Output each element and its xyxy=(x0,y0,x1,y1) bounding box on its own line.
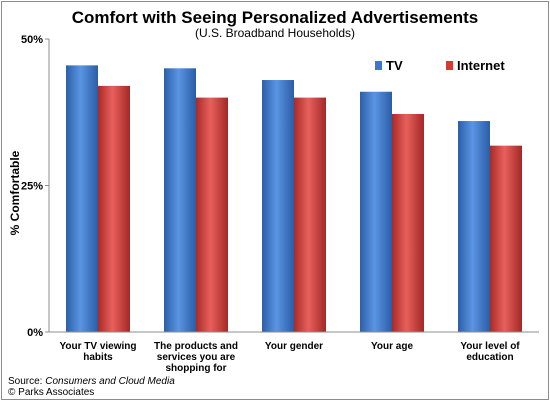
source-title: Consumers and Cloud Media xyxy=(45,376,175,387)
y-axis-ticks: 0% 25% 50% xyxy=(21,34,49,339)
chart-subtitle: (U.S. Broadband Households) xyxy=(195,26,355,40)
x-category-label: Your age xyxy=(371,341,413,352)
x-category-line: Your gender xyxy=(265,341,323,352)
x-category-line: Your level of xyxy=(460,341,520,352)
x-category-line: The products and xyxy=(154,341,238,352)
x-category-label: The products and services you are shopping… xyxy=(154,341,238,374)
y-tick-label: 50% xyxy=(21,34,43,46)
legend-swatch-internet xyxy=(446,61,453,70)
bar-internet-3 xyxy=(392,114,424,333)
legend: TV Internet xyxy=(375,58,505,73)
bar-internet-1 xyxy=(196,97,228,332)
legend-label-tv: TV xyxy=(386,58,403,73)
y-tick-label: 0% xyxy=(27,327,43,339)
y-tick-label: 25% xyxy=(21,181,43,193)
x-category-label: Your TV viewing habits xyxy=(59,341,136,363)
bar-tv-3 xyxy=(360,91,392,333)
x-category-label: Your gender xyxy=(265,341,323,352)
bar-internet-0 xyxy=(98,85,130,332)
bar-tv-0 xyxy=(66,65,98,332)
legend-label-internet: Internet xyxy=(457,58,505,73)
chart-title: Comfort with Seeing Personalized Adverti… xyxy=(72,8,479,27)
source-note: Source: Consumers and Cloud Media xyxy=(8,376,175,387)
y-axis-label: % Comfortable xyxy=(8,150,22,235)
bars xyxy=(66,65,522,333)
x-category-line: education xyxy=(466,352,513,363)
x-category-line: Your TV viewing xyxy=(59,341,136,352)
x-category-label: Your level of education xyxy=(460,341,520,363)
bar-internet-4 xyxy=(490,145,522,332)
legend-swatch-tv xyxy=(375,61,382,70)
bar-tv-1 xyxy=(164,68,196,333)
x-axis-labels: Your TV viewing habits The products and ser… xyxy=(59,341,520,374)
source-label: Source: xyxy=(8,376,45,387)
x-category-line: habits xyxy=(83,352,113,363)
x-category-line: shopping for xyxy=(165,363,226,374)
bar-tv-4 xyxy=(458,121,490,332)
x-category-line: services you are xyxy=(157,352,236,363)
bar-tv-2 xyxy=(262,80,294,333)
bar-internet-2 xyxy=(294,97,326,332)
copyright-note: © Parks Associates xyxy=(8,387,94,398)
x-category-line: Your age xyxy=(371,341,413,352)
